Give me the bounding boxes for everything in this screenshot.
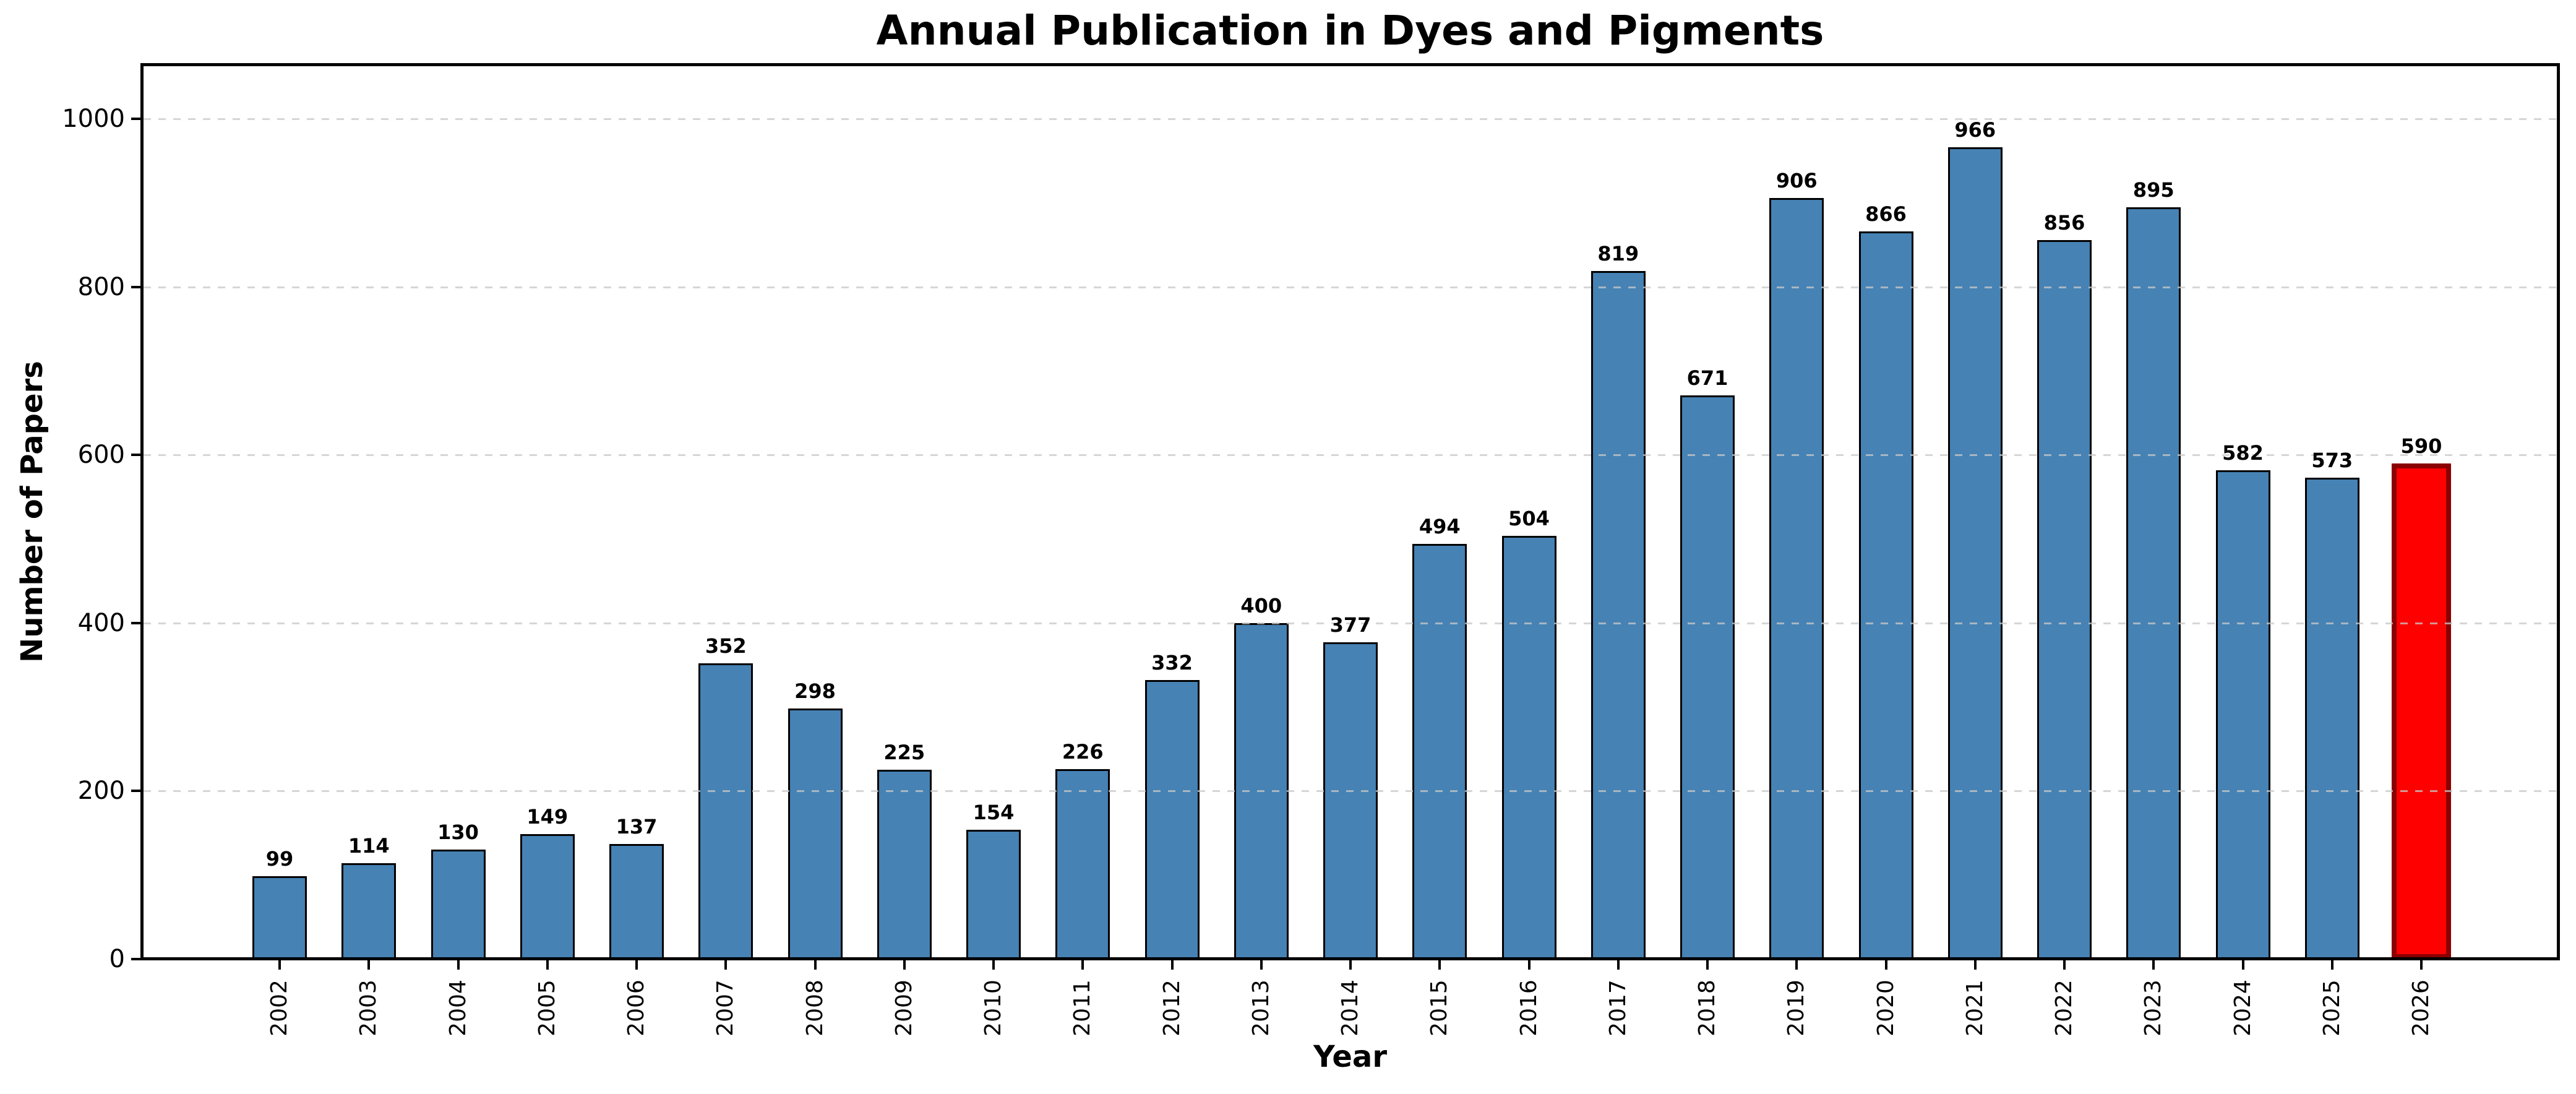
bar-value-label: 114 [348,834,390,858]
x-tick [1973,960,1977,970]
bar-2011 [1055,769,1110,959]
gridline-400 [144,622,2557,624]
y-tick [131,958,140,960]
x-tick [1349,960,1352,970]
bar-value-label: 226 [1062,740,1104,764]
x-tick [2152,960,2155,970]
x-axis-label: Year [1313,1040,1387,1074]
bar-value-label: 966 [1954,118,1996,142]
bar-2025 [2304,478,2359,959]
bar-2003 [341,863,397,959]
bar-2008 [788,709,843,959]
bar-2016 [1501,536,1556,959]
y-tick-label: 0 [109,945,125,973]
bar-2024 [2215,470,2270,959]
bar-2019 [1769,198,1824,959]
bar-value-label: 149 [526,805,569,829]
bar-value-label: 504 [1508,507,1550,530]
gridline-600 [144,454,2557,456]
bar-value-label: 298 [794,679,836,703]
bar-2015 [1412,544,1467,959]
x-tick [457,960,460,970]
bar-2006 [609,844,664,959]
x-tick [278,960,281,970]
bar-2020 [1858,231,1913,959]
x-tick [1706,960,1709,970]
bar-2004 [431,850,486,959]
x-tick [1260,960,1263,970]
x-tick [1170,960,1174,970]
bar-value-label: 130 [437,820,479,844]
y-tick [131,118,140,120]
gridline-200 [144,790,2557,792]
y-tick-label: 600 [77,441,125,469]
chart-title: Annual Publication in Dyes and Pigments [876,7,1824,54]
bar-value-label: 137 [616,815,658,838]
bar-2009 [877,770,932,959]
bar-2005 [520,834,575,959]
x-tick [367,960,371,970]
y-tick-label: 800 [77,273,125,301]
bar-2007 [698,663,753,959]
x-tick [2063,960,2066,970]
bar-value-label: 154 [972,801,1015,824]
x-tick [1795,960,1798,970]
bar-2012 [1144,680,1200,959]
bar-2018 [1680,395,1735,959]
x-tick [546,960,549,970]
bar-2023 [2126,207,2181,959]
y-tick [131,286,140,288]
x-tick [1527,960,1531,970]
x-tick [1438,960,1441,970]
bar-2021 [1947,147,2003,959]
bar-value-label: 856 [2043,211,2085,235]
bar-value-label: 573 [2311,449,2353,472]
bar-2014 [1323,642,1378,959]
bar-2010 [966,830,1021,959]
bar-value-label: 582 [2222,441,2264,465]
x-tick [992,960,995,970]
bar-value-label: 99 [265,847,294,871]
y-tick-label: 1000 [62,105,125,133]
x-tick [903,960,906,970]
bar-value-label: 819 [1597,242,1639,265]
x-tick [1616,960,1620,970]
bar-value-label: 400 [1240,594,1282,618]
bar-value-label: 225 [883,741,925,764]
x-tick [814,960,817,970]
bar-value-label: 671 [1686,366,1728,390]
bar-value-label: 866 [1865,202,1907,226]
bar-2017 [1591,271,1646,959]
bar-value-label: 906 [1775,169,1818,192]
y-tick [131,790,140,792]
y-tick-label: 200 [77,777,125,805]
bar-value-label: 590 [2400,434,2442,458]
y-tick-label: 400 [77,609,125,637]
bar-value-label: 895 [2132,178,2175,202]
gridline-1000 [144,118,2557,120]
bar-value-label: 377 [1329,613,1372,637]
y-tick [131,622,140,624]
bar-value-label: 352 [705,634,747,658]
bar-highlighted-2026 [2392,463,2451,959]
x-tick [1884,960,1887,970]
x-tick [724,960,728,970]
x-tick [1081,960,1084,970]
y-tick [131,454,140,456]
bar-value-label: 494 [1419,515,1461,538]
x-tick [2420,960,2423,970]
x-tick [2330,960,2333,970]
bar-2022 [2037,240,2092,959]
gridline-800 [144,286,2557,288]
bar-2002 [252,876,307,959]
bar-value-label: 332 [1151,651,1193,674]
x-tick [2241,960,2244,970]
x-tick [635,960,638,970]
